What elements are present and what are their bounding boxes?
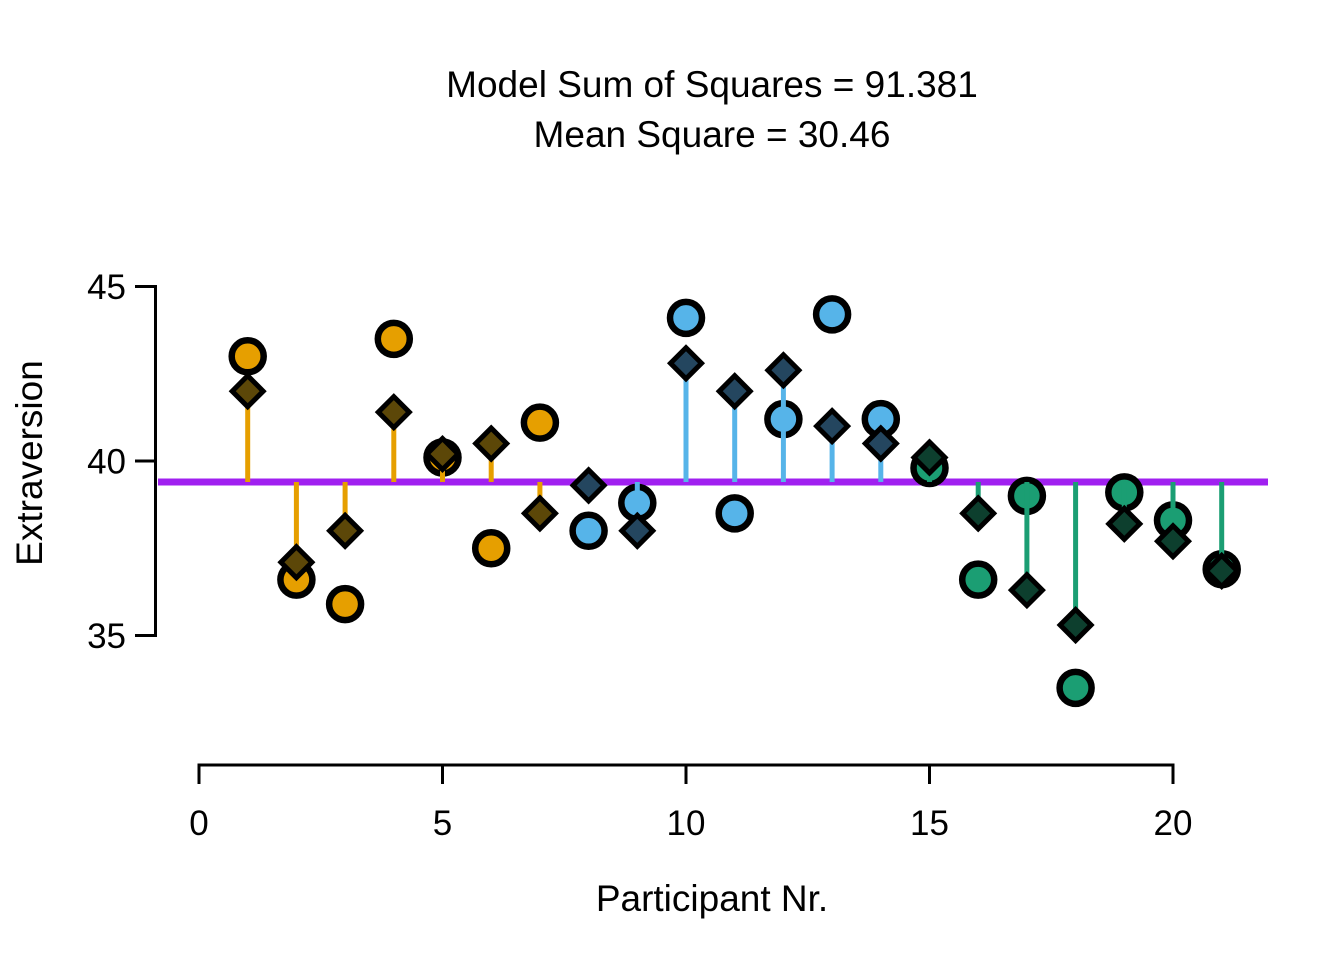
x-tick-label: 20 xyxy=(1154,804,1193,843)
observed-point xyxy=(325,584,365,624)
fitted-point xyxy=(520,494,559,533)
y-tick-label: 35 xyxy=(87,617,126,656)
fitted-point xyxy=(666,344,706,383)
observed-point xyxy=(812,295,852,334)
observed-point xyxy=(958,560,998,599)
fitted-point xyxy=(472,424,511,463)
x-tick-label: 5 xyxy=(433,804,452,843)
observed-point xyxy=(228,337,267,376)
x-tick-label: 0 xyxy=(189,804,208,843)
fitted-point xyxy=(228,372,267,411)
y-tick-label: 45 xyxy=(87,268,126,307)
fitted-point xyxy=(1202,551,1241,590)
chart-title: Model Sum of Squares = 91.381 Mean Squar… xyxy=(199,60,1225,160)
fitted-point xyxy=(1105,504,1144,543)
fitted-point xyxy=(1007,571,1046,610)
fitted-point xyxy=(813,407,852,446)
fitted-point xyxy=(569,466,608,505)
fitted-point xyxy=(764,351,803,390)
fitted-point xyxy=(374,393,413,432)
fitted-point xyxy=(618,511,657,550)
fitted-point xyxy=(326,511,365,550)
observed-point xyxy=(666,298,706,338)
fitted-point xyxy=(1056,605,1095,645)
observed-point xyxy=(569,511,608,551)
fitted-point xyxy=(861,424,900,463)
x-axis-label: Participant Nr. xyxy=(595,878,829,919)
chart-title-line1: Model Sum of Squares = 91.381 xyxy=(446,64,978,105)
fitted-point xyxy=(715,372,754,411)
x-tick-label: 15 xyxy=(910,804,949,843)
fitted-point xyxy=(423,434,462,474)
y-tick-label: 40 xyxy=(87,443,126,482)
fitted-point xyxy=(1153,522,1193,561)
x-tick-label: 10 xyxy=(667,804,706,843)
observed-point xyxy=(715,494,754,533)
observed-point xyxy=(520,403,560,442)
observed-point xyxy=(1056,668,1095,708)
chart-title-line2: Mean Square = 30.46 xyxy=(533,114,891,155)
observed-point xyxy=(471,529,511,568)
fitted-point xyxy=(959,494,998,533)
fitted-point xyxy=(277,543,316,582)
observed-point xyxy=(374,319,414,359)
fitted-point xyxy=(910,438,949,477)
